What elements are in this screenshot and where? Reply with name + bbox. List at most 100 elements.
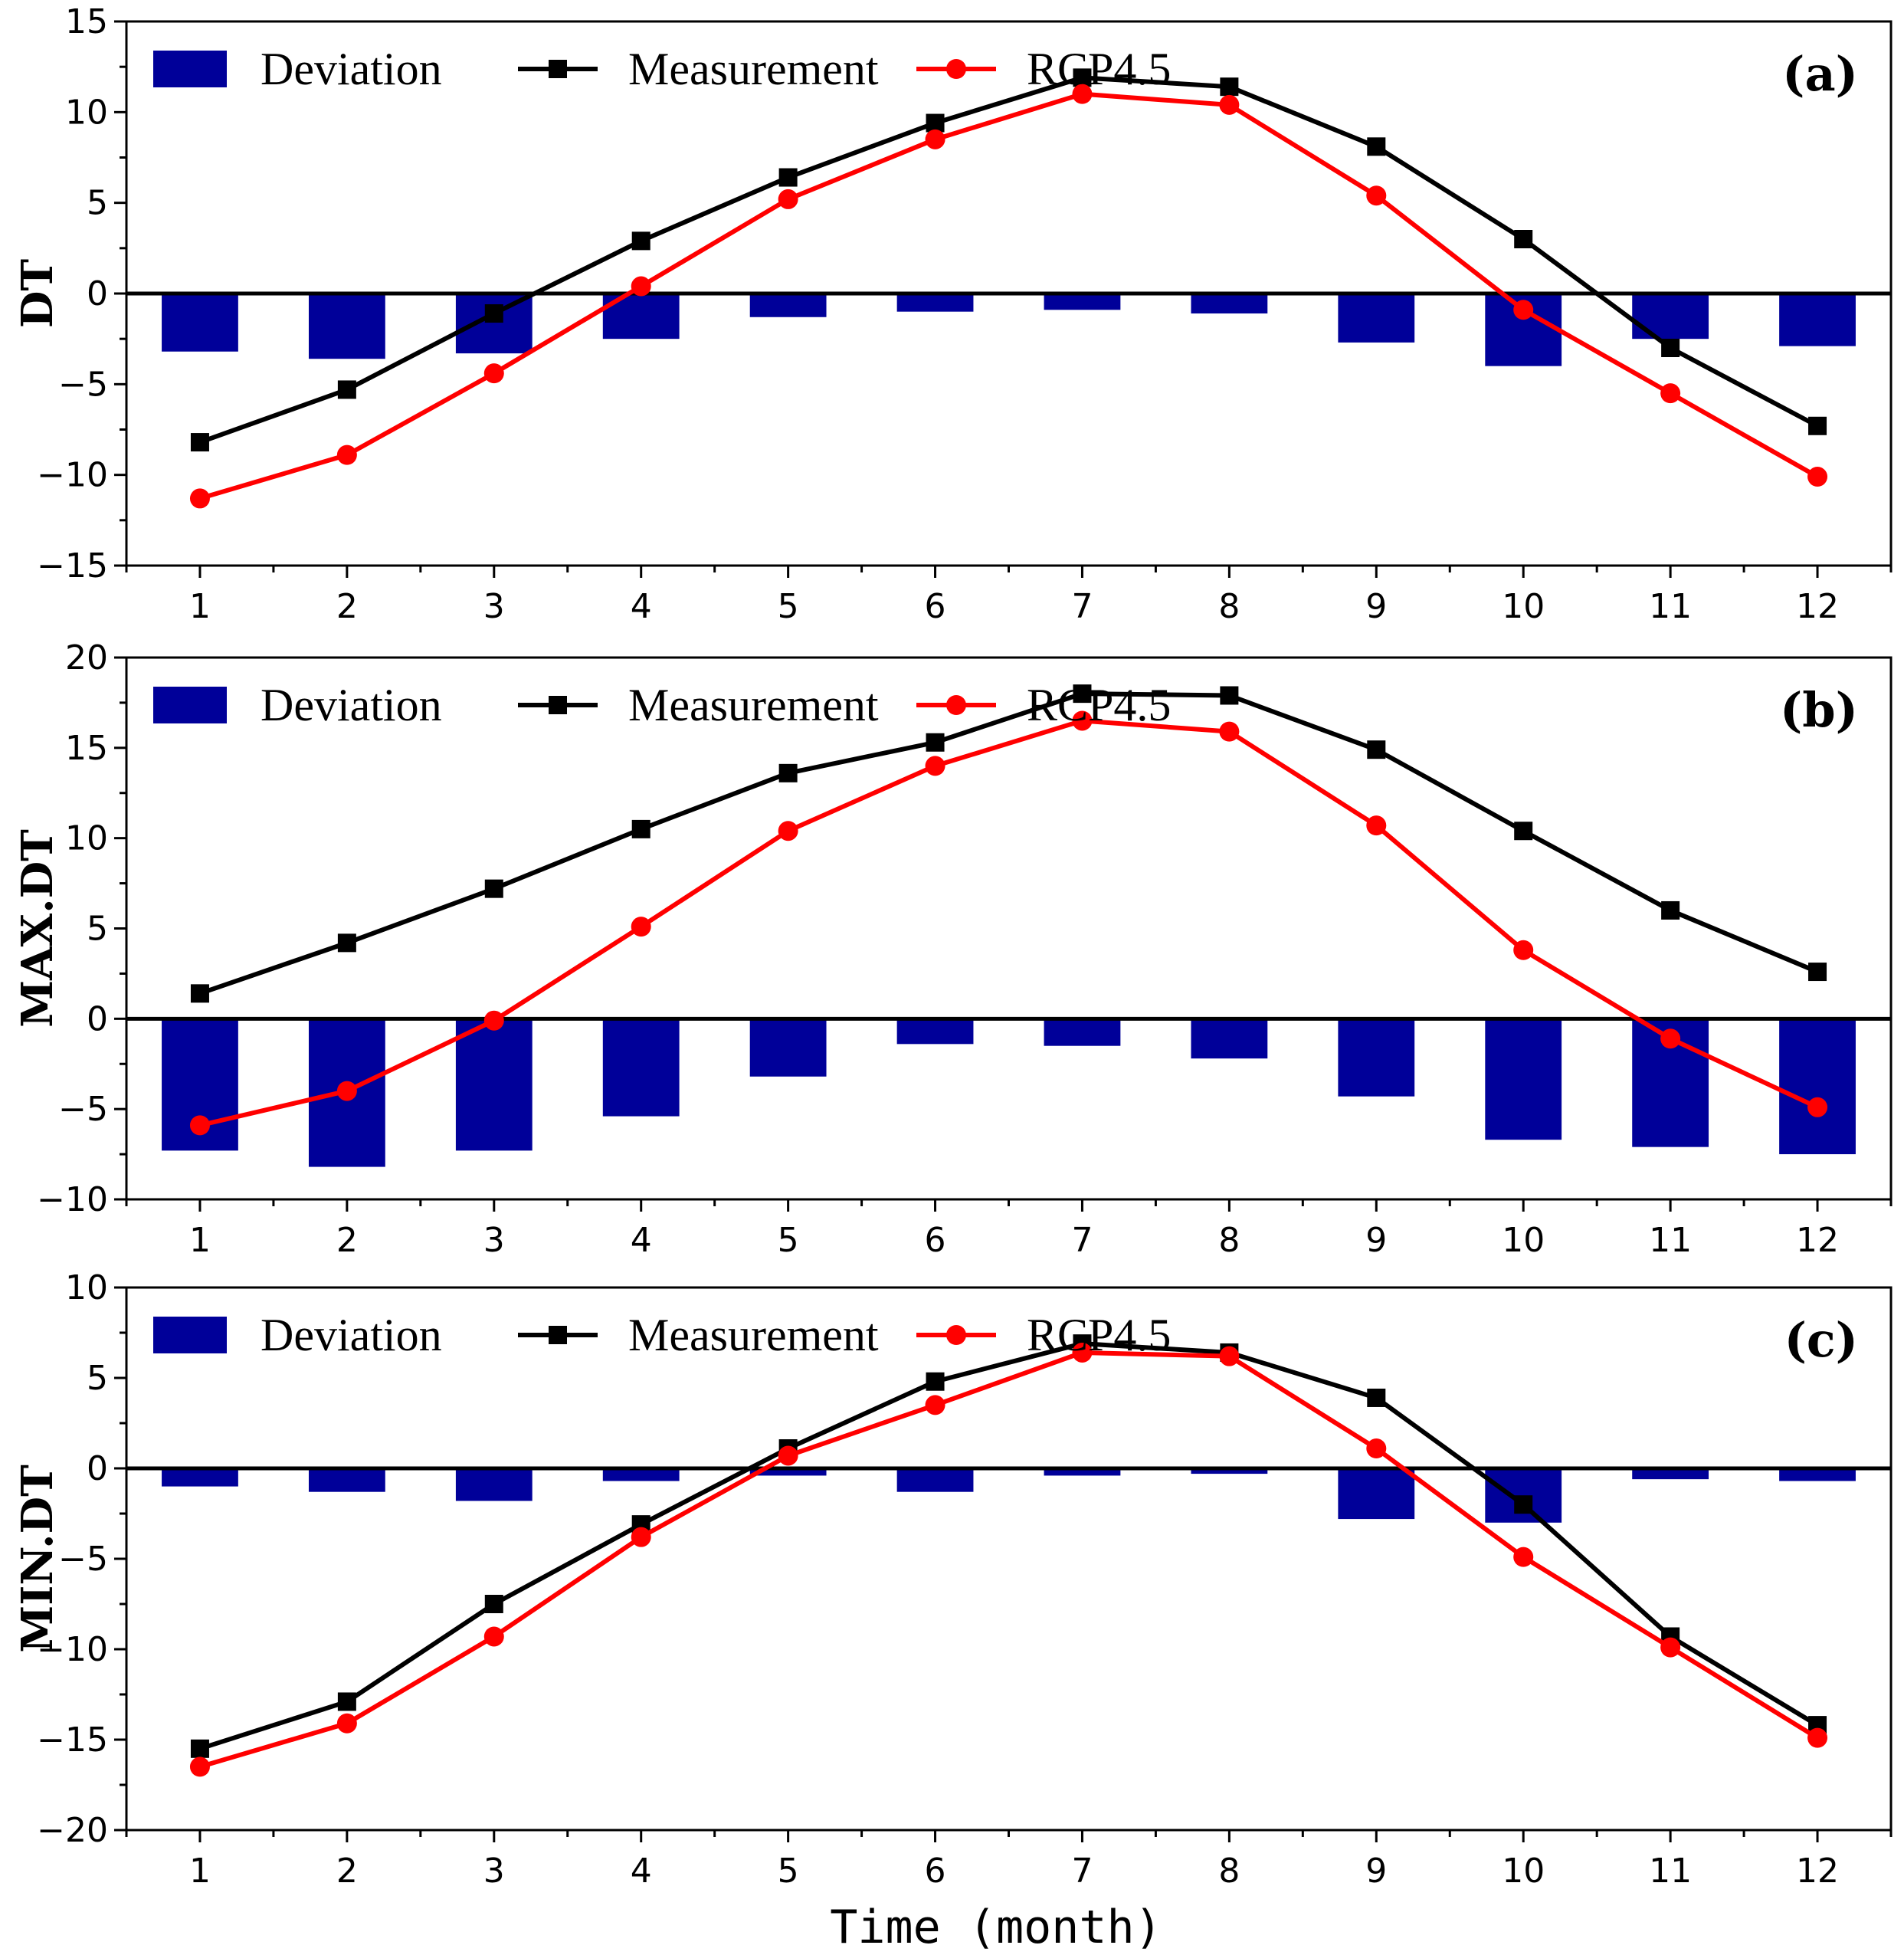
panel-a-measurement-point-11 (1661, 339, 1680, 357)
panel-b-legend-measurement-label: Measurement (628, 680, 879, 730)
panel-c-y-axis-label: MIN.DT (12, 1465, 63, 1653)
panel-b-legend-deviation-swatch (153, 687, 227, 723)
panel-a-legend-rcp4-5-swatch-marker (946, 59, 966, 79)
panel-a-measurement-point-4 (631, 231, 651, 251)
panel-a-x-tick-label: 2 (336, 587, 358, 626)
panel-b-measurement-point-1 (190, 984, 209, 1003)
panel-c-legend-deviation-swatch (153, 1317, 227, 1353)
panel-c-rcp4-5-point-2 (336, 1713, 357, 1734)
panel-a-rcp4-5-point-5 (778, 189, 798, 209)
panel-b-x-tick-label: 2 (336, 1221, 358, 1260)
panel-c-deviation-bar-6 (896, 1468, 974, 1492)
panel-a-label: (a) (1782, 46, 1858, 102)
panel-b-legend: Deviation Measurement RCP4.5 (153, 680, 1171, 730)
panel-c-y-tick-label: 10 (65, 1268, 108, 1307)
panel-c-rcp4-5-point-9 (1366, 1438, 1387, 1459)
panel-b-x-tick-label: 12 (1796, 1221, 1839, 1260)
panel-b-legend-rcp4-5-swatch-marker (946, 695, 966, 715)
panel-c-legend: Deviation Measurement RCP4.5 (153, 1310, 1171, 1360)
panel-b-rcp4-5-point-8 (1219, 721, 1240, 742)
panel-b-x-tick-label: 10 (1502, 1221, 1545, 1260)
panel-b-y-tick-label: −5 (58, 1090, 108, 1129)
panel-a-deviation-bar-3 (455, 294, 533, 354)
panel-b-measurement-point-3 (484, 879, 503, 898)
panel-a-rcp4-5-point-12 (1807, 467, 1828, 487)
panel-c-x-tick-label: 10 (1502, 1852, 1545, 1891)
panel-b-y-tick-label: 5 (87, 910, 108, 949)
panel-a-deviation-bar-1 (162, 294, 238, 352)
panel-c-deviation-bar-7 (1044, 1468, 1121, 1476)
panel-c-rcp4-5-point-7 (1072, 1342, 1093, 1363)
panel-b-y-axis-label: MAX.DT (12, 829, 63, 1028)
panel-b-x-tick-label: 8 (1218, 1221, 1240, 1260)
panel-a-y-tick-label: 10 (65, 93, 108, 132)
panel-a-legend-measurement-label: Measurement (628, 44, 879, 94)
panel-b-deviation-bar-10 (1485, 1019, 1562, 1140)
panel-a-deviation-bar-9 (1338, 294, 1415, 343)
panel-c-deviation-bar-8 (1191, 1468, 1268, 1474)
panel-b-y-tick-label: −10 (37, 1180, 108, 1219)
panel-a-rcp4-5-point-6 (925, 129, 945, 149)
panel-c-rcp4-5-point-1 (189, 1757, 210, 1777)
panel-b-rcp4-5-point-12 (1807, 1097, 1828, 1117)
panel-c-legend-measurement-swatch-marker (549, 1326, 567, 1344)
panel-a-y-tick-label: 15 (65, 2, 108, 41)
panel-c-x-tick-label: 6 (925, 1852, 946, 1891)
panel-a-measurement-line (198, 75, 1819, 444)
panel-b-x-tick-label: 5 (778, 1221, 799, 1260)
panel-a-measurement-point-5 (778, 168, 798, 187)
panel-a-measurement-point-7 (1073, 68, 1092, 87)
panel-c-deviation-bar-2 (308, 1468, 385, 1492)
panel-c-legend-rcp4-5-swatch-marker (946, 1325, 966, 1345)
panel-b-x-tick-label: 3 (483, 1221, 505, 1260)
panel-b-measurement-point-6 (926, 733, 945, 752)
panel-b-rcp4-5-line (199, 718, 1819, 1128)
panel-c-measurement-line (199, 1341, 1819, 1751)
panel-b-x-tick-label: 1 (189, 1221, 211, 1260)
panel-c-measurement-point-6 (926, 1372, 945, 1391)
panel-c-y-tick-label: −15 (37, 1720, 108, 1760)
panel-b-measurement-point-9 (1367, 740, 1386, 759)
panel-a-y-tick-label: −15 (37, 546, 108, 586)
panel-a-x-tick-label: 8 (1218, 587, 1240, 626)
panel-b-x-tick-label: 7 (1071, 1221, 1093, 1260)
panel-a-rcp4-5-point-2 (336, 444, 357, 465)
panel-a-x-tick-label: 3 (483, 587, 505, 626)
panel-a-y-axis-label: DT (12, 259, 63, 329)
panel-b-measurement-point-2 (337, 933, 356, 953)
panel-b-measurement-line (198, 691, 1819, 996)
panel-b-y-tick-label: 15 (65, 729, 108, 768)
panel-a-measurement-point-8 (1220, 77, 1239, 97)
panel-b-x-tick-label: 6 (925, 1221, 946, 1260)
panel-c-deviation-bar-1 (162, 1468, 238, 1487)
panel-a-measurement-point-10 (1514, 230, 1533, 248)
panel-c-y-tick-label: −5 (58, 1540, 108, 1579)
panel-b-rcp4-5-point-3 (483, 1010, 504, 1031)
panel-b-measurement-point-8 (1220, 686, 1239, 705)
panel-b-y-tick-label: 20 (65, 638, 108, 677)
panel-a-y-tick-label: 5 (87, 184, 108, 223)
panel-a-measurement-point-12 (1808, 416, 1827, 435)
panel-c-label: (c) (1784, 1312, 1858, 1368)
panel-a-deviation-bar-6 (896, 294, 974, 312)
panel-c-y-tick-label: −20 (37, 1811, 108, 1850)
panel-a-legend-rcp4-5-label: RCP4.5 (1027, 44, 1171, 94)
panel-a-rcp4-5-point-3 (483, 363, 504, 384)
panel-b-label: (b) (1780, 682, 1858, 738)
panel-c-rcp4-5-point-4 (631, 1527, 651, 1547)
panel-b-deviation-bar-6 (896, 1019, 974, 1045)
panel-b-deviation-bar-3 (455, 1019, 533, 1151)
panel-c-x-tick-label: 7 (1071, 1852, 1093, 1891)
panel-c-legend-rcp4-5-label: RCP4.5 (1027, 1310, 1171, 1360)
panel-b-legend-deviation-label: Deviation (261, 680, 442, 730)
panel-a-measurement-point-9 (1367, 137, 1386, 156)
panel-b-deviation-bar-4 (602, 1019, 680, 1117)
panel-b-legend-rcp4-5-label: RCP4.5 (1027, 680, 1171, 730)
panel-a-measurement-point-2 (337, 380, 356, 399)
panel-b-rcp4-5-point-10 (1513, 940, 1534, 960)
panel-c-x-tick-label: 3 (483, 1852, 505, 1891)
panel-b-y-tick-label: 10 (65, 819, 108, 858)
panel-c-rcp4-5-point-6 (925, 1395, 945, 1415)
panel-c-x-tick-label: 2 (336, 1852, 358, 1891)
